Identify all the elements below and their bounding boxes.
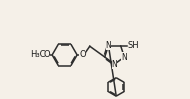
Text: N: N [121,53,127,61]
Text: H₃C: H₃C [30,50,45,59]
Text: SH: SH [128,41,139,50]
Text: N: N [112,60,117,69]
Text: O: O [43,50,50,59]
Text: N: N [106,41,111,50]
Text: O: O [79,50,86,59]
